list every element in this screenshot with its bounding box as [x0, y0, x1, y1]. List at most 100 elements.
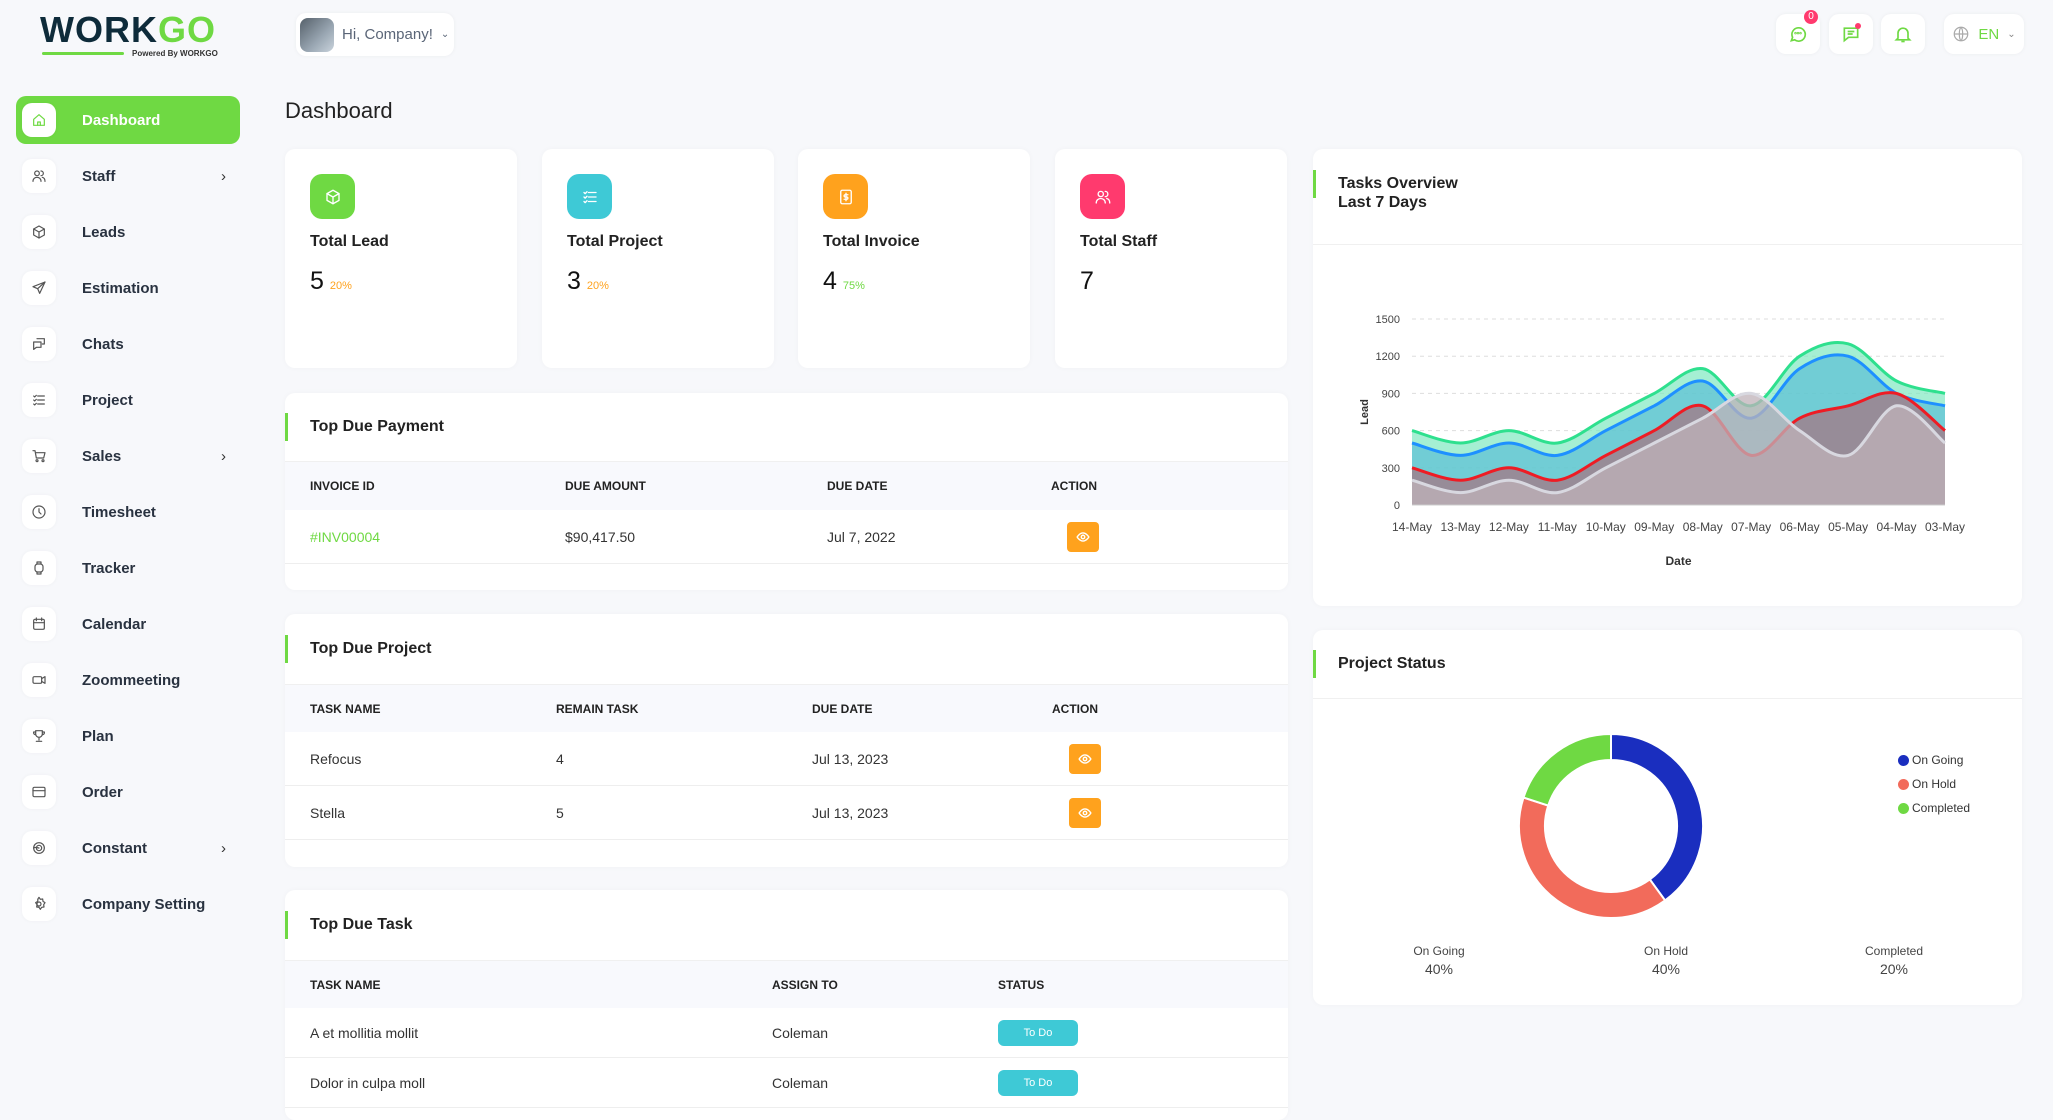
table-header: TASK NAME ASSIGN TO STATUS [285, 961, 1288, 1008]
invoice-link[interactable]: #INV00004 [310, 528, 381, 545]
table-row: #INV00004 $90,417.50 Jul 7, 2022 [285, 510, 1288, 564]
sidebar-item-project[interactable]: Project [16, 376, 240, 424]
top-due-project-card: Top Due Project TASK NAME REMAIN TASK DUE … [285, 614, 1288, 867]
series-line-1 [1411, 341, 1946, 445]
stat-card-total-invoice: Total Invoice 4 75% [798, 149, 1030, 368]
legend-item[interactable]: On Hold [1898, 777, 1956, 791]
sidebar-item-calendar[interactable]: Calendar [16, 600, 240, 648]
view-button[interactable] [1067, 521, 1099, 552]
x-tick-label: 03-May [1925, 520, 1965, 534]
list-check-icon [582, 190, 597, 203]
x-tick-label: 11-May [1538, 520, 1577, 534]
view-button[interactable] [1069, 797, 1101, 828]
workgo-logo[interactable]: WORKGO Powered By WORKGO [40, 9, 218, 59]
tasks-overview-card: Tasks Overview Last 7 Days [1313, 149, 2022, 606]
sidebar-item-plan[interactable]: Plan [16, 712, 240, 760]
globe-icon [1954, 26, 1969, 42]
status-summary: Completed 20% [1864, 944, 1924, 977]
notifications-button[interactable] [1881, 14, 1925, 54]
sidebar-item-staff[interactable]: Staff › [16, 152, 240, 200]
users-icon [32, 170, 46, 182]
donut-slice-on-hold[interactable] [1518, 796, 1667, 919]
donut-slice-on-going[interactable] [1610, 732, 1704, 902]
stat-card-total-project: Total Project 3 20% [542, 149, 774, 368]
credit-card-icon [32, 786, 46, 798]
view-button[interactable] [1069, 743, 1101, 774]
legend-dot-icon [1898, 802, 1909, 814]
table-row: Dolor in culpa moll Coleman To Do [285, 1058, 1288, 1108]
eye-icon [1076, 531, 1090, 542]
chart-title: Tasks Overview [1338, 175, 1458, 192]
clock-icon [32, 505, 46, 519]
sidebar-item-leads[interactable]: Leads [16, 208, 240, 256]
language-selector[interactable]: EN ⌄ [1944, 14, 2024, 54]
sidebar-item-zoommeeting[interactable]: Zoommeeting [16, 656, 240, 704]
box-icon [33, 225, 45, 239]
chevron-right-icon: › [221, 839, 226, 857]
top-due-task-card: Top Due Task TASK NAME ASSIGN TO STATUS A … [285, 890, 1288, 1120]
list-check-icon [33, 394, 45, 406]
status-badge: To Do [998, 1069, 1078, 1096]
y-tick-label: 1200 [1376, 351, 1400, 363]
chat-button[interactable]: 0 [1776, 10, 1820, 54]
x-tick-label: 09-May [1634, 520, 1674, 534]
chat-icon [1789, 26, 1807, 42]
stat-label: Total Staff [1080, 233, 1158, 250]
sidebar-item-estimation[interactable]: Estimation [16, 264, 240, 312]
stat-percent: 20% [586, 280, 609, 292]
section-title: Top Due Payment [310, 418, 444, 435]
page-title: Dashboard [285, 98, 393, 123]
series-line-3 [1411, 391, 1946, 482]
sidebar-item-order[interactable]: Order [16, 768, 240, 816]
table-header: TASK NAME REMAIN TASK DUE DATE ACTION [285, 685, 1288, 732]
sidebar-item-timesheet[interactable]: Timesheet [16, 488, 240, 536]
invoice-icon [839, 189, 852, 204]
sidebar-item-sales[interactable]: Sales › [16, 432, 240, 480]
y-tick-label: 0 [1394, 500, 1400, 512]
table-row: Refocus 4 Jul 13, 2023 [285, 732, 1288, 786]
section-title: Top Due Task [310, 916, 413, 933]
messages-button[interactable] [1829, 14, 1873, 54]
y-tick-label: 600 [1382, 426, 1400, 438]
trophy-icon [32, 730, 46, 742]
project-status-card: Project Status [1313, 630, 2022, 1005]
x-tick-label: 12-May [1489, 520, 1529, 534]
status-badge: To Do [998, 1019, 1078, 1046]
sidebar-item-company-setting[interactable]: Company Setting [16, 880, 240, 928]
sidebar-item-chats[interactable]: Chats [16, 320, 240, 368]
stat-value: 4 [823, 267, 837, 295]
donut-slice-completed[interactable] [1522, 732, 1612, 807]
watch-icon [34, 561, 44, 575]
box-icon [325, 189, 340, 204]
legend-item[interactable]: Completed [1898, 801, 1970, 815]
x-tick-label: 13-May [1440, 520, 1480, 534]
table-header: INVOICE ID DUE AMOUNT DUE DATE ACTION [285, 462, 1288, 510]
x-tick-label: 05-May [1828, 520, 1868, 534]
sidebar-item-constant[interactable]: Constant › [16, 824, 240, 872]
project-status-donut [1518, 732, 1704, 919]
stat-card-total-staff: Total Staff 7 [1055, 149, 1287, 368]
legend-item[interactable]: On Going [1898, 753, 1963, 767]
x-tick-label: 06-May [1780, 520, 1820, 534]
stat-label: Total Project [567, 233, 663, 250]
send-icon [32, 281, 46, 294]
chevron-down-icon: ⌄ [440, 29, 450, 40]
users-icon [1095, 190, 1110, 204]
stat-percent: 20% [329, 280, 352, 292]
chat-count-badge: 0 [1804, 10, 1818, 24]
y-tick-label: 300 [1382, 463, 1400, 475]
chevron-right-icon: › [221, 447, 226, 465]
sidebar-item-tracker[interactable]: Tracker [16, 544, 240, 592]
eye-icon [1078, 807, 1092, 818]
chart-title: Project Status [1338, 655, 1446, 672]
x-tick-label: 14-May [1392, 520, 1432, 534]
x-tick-label: 04-May [1877, 520, 1917, 534]
video-icon [32, 676, 46, 684]
legend-dot-icon [1898, 754, 1909, 766]
stat-label: Total Invoice [823, 233, 920, 250]
sidebar-item-dashboard[interactable]: Dashboard [16, 96, 240, 144]
x-tick-label: 08-May [1683, 520, 1723, 534]
user-menu-button[interactable]: Hi, Company! ⌄ [296, 13, 454, 56]
y-axis-label: Lead [1359, 399, 1371, 425]
status-summary: On Going 40% [1413, 944, 1465, 977]
